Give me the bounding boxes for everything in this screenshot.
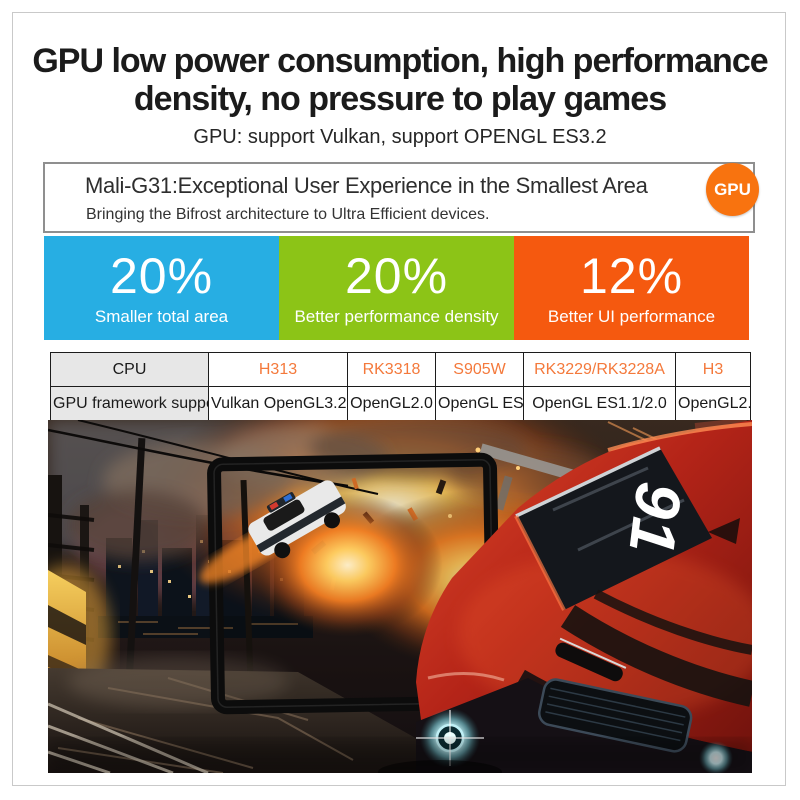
- cell-cpu-3: S905W: [435, 352, 524, 387]
- cell-gpu-2: OpenGL2.0: [347, 386, 436, 421]
- stat-block-smaller-area: 20% Smaller total area: [44, 236, 279, 340]
- cell-gpu-4: OpenGL ES1.1/2.0: [523, 386, 676, 421]
- page-subtitle: GPU: support Vulkan, support OPENGL ES3.…: [193, 126, 607, 148]
- page-title-line2: density, no pressure to play games: [133, 80, 667, 118]
- cell-gpu-3: OpenGL ES2.0: [435, 386, 524, 421]
- feature-heading: Mali-G31:Exceptional User Experience in …: [85, 173, 648, 198]
- cell-cpu-5: H3: [675, 352, 751, 387]
- car-number: 91: [615, 478, 695, 557]
- stats-row: 20% Smaller total area 20% Better perfor…: [44, 236, 749, 340]
- stat-label: Better performance density: [294, 307, 499, 326]
- cpu-gpu-spec-table: CPU H313 RK3318 S905W RK3229/RK3228A H3 …: [50, 352, 751, 421]
- stat-label: Smaller total area: [94, 307, 229, 326]
- gpu-badge: GPU: [706, 163, 759, 216]
- cell-gpu-1: Vulkan OpenGL3.2: [208, 386, 348, 421]
- row-header-gpu-framework: GPU framework support: [50, 386, 209, 421]
- stat-block-performance-density: 20% Better performance density: [279, 236, 514, 340]
- page-title-line1: GPU low power consumption, high performa…: [32, 42, 768, 80]
- cell-cpu-4: RK3229/RK3228A: [523, 352, 676, 387]
- stat-value: 20%: [109, 248, 214, 304]
- feature-subheading: Bringing the Bifrost architecture to Ult…: [86, 206, 490, 223]
- table-row-gpu-framework: GPU framework support Vulkan OpenGL3.2 O…: [50, 386, 751, 421]
- row-header-cpu: CPU: [50, 352, 209, 387]
- red-sports-car: 91: [378, 420, 752, 773]
- table-row-cpu: CPU H313 RK3318 S905W RK3229/RK3228A H3: [50, 352, 751, 387]
- stat-label: Better UI performance: [547, 307, 716, 326]
- cell-gpu-5: OpenGL2.0: [675, 386, 751, 421]
- racing-game-promo-image: 91: [48, 420, 752, 773]
- stat-block-ui-performance: 12% Better UI performance: [514, 236, 749, 340]
- page-title: GPU low power consumption, high performa…: [0, 42, 800, 118]
- stat-value: 12%: [579, 248, 684, 304]
- cell-cpu-2: RK3318: [347, 352, 436, 387]
- police-car: [199, 480, 346, 584]
- feature-box: Mali-G31:Exceptional User Experience in …: [43, 162, 759, 233]
- cell-cpu-1: H313: [208, 352, 348, 387]
- stat-value: 20%: [344, 248, 449, 304]
